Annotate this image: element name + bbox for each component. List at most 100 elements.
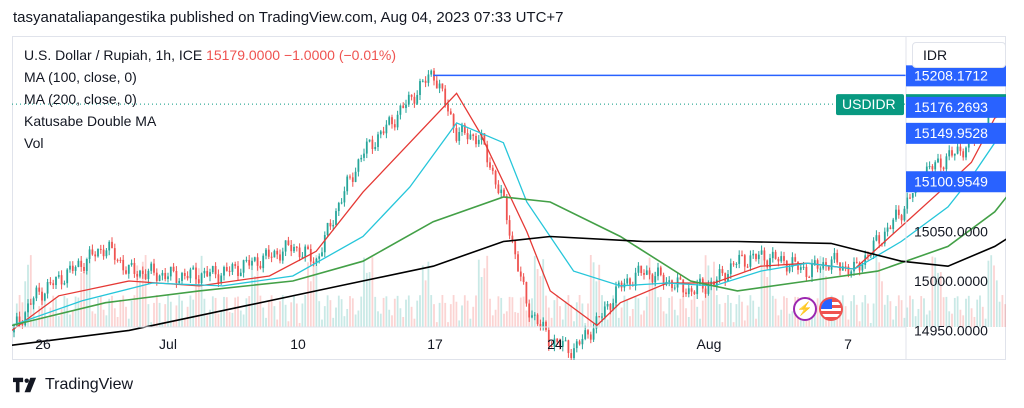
volume-bar [965, 298, 967, 327]
volume-bar [424, 280, 427, 327]
legend-ma100[interactable]: MA (100, close, 0) [24, 69, 137, 85]
candle-body [911, 193, 914, 198]
candle-body [836, 252, 839, 263]
price-chart[interactable]: 26 Jul 10 17 24 Aug 7 15050.0000 15000.0000 14950… [12, 36, 1006, 360]
volume-bar [774, 298, 777, 327]
candle-body [886, 227, 889, 232]
currency-selector[interactable]: IDR [912, 42, 1006, 68]
volume-bar [928, 310, 931, 327]
candle-body [788, 267, 791, 272]
volume-bar [881, 281, 883, 327]
volume-bar [648, 257, 651, 327]
volume-bar [696, 306, 699, 327]
candle-body [875, 235, 878, 241]
volume-bar [819, 256, 822, 327]
volume-bar [139, 280, 141, 327]
candle-body [332, 224, 335, 227]
volume-bar [290, 302, 293, 327]
volume-bar [626, 299, 629, 327]
volume-bar [979, 295, 981, 327]
volume-bar [256, 259, 259, 327]
volume-bar [91, 311, 94, 327]
candle-body [141, 270, 144, 274]
volume-bar [575, 302, 578, 327]
volume-bar [211, 296, 214, 327]
candle-body [203, 270, 206, 274]
candle-body [301, 256, 304, 258]
volume-bar [203, 298, 206, 327]
volume-bar [1004, 304, 1006, 327]
volume-bar [321, 319, 323, 327]
candle-body [892, 219, 895, 229]
volume-bar [469, 318, 472, 327]
legend-ma200[interactable]: MA (200, close, 0) [24, 91, 137, 107]
volume-bar [853, 295, 855, 327]
volume-bar [570, 304, 573, 327]
candle-body [209, 272, 211, 277]
candle-body [91, 249, 94, 255]
volume-bar [612, 295, 615, 327]
candle-body [951, 150, 953, 156]
legend-volume[interactable]: Vol [24, 135, 44, 151]
x-axis-tick-label: Aug [697, 336, 722, 352]
volume-bar [273, 306, 276, 327]
volume-bar [609, 306, 612, 327]
price-tag-box [906, 171, 1006, 193]
us-flag-icon[interactable] [819, 297, 843, 321]
candle-body [43, 293, 46, 301]
volume-bar [231, 312, 234, 327]
candle-body [217, 274, 220, 284]
candle-body [351, 177, 354, 182]
candle-body [472, 134, 475, 136]
candle-body [536, 314, 539, 325]
volume-bar [995, 280, 998, 327]
footer-brand[interactable]: TradingView [13, 376, 133, 394]
candle-body [771, 251, 774, 259]
candle-body [153, 263, 155, 273]
candle-body [505, 196, 508, 221]
volume-bar [559, 306, 561, 327]
candle-body [130, 262, 133, 265]
volume-bar [259, 295, 262, 327]
volume-bar [769, 268, 771, 327]
candle-body [827, 265, 830, 270]
candle-body [267, 249, 270, 257]
candle-body [276, 250, 279, 255]
lightning-icon[interactable]: ⚡ [793, 297, 817, 321]
legend-double-ma[interactable]: Katusabe Double MA [24, 113, 157, 129]
volume-bar [267, 300, 270, 327]
volume-bar [900, 300, 903, 327]
volume-bar [595, 281, 598, 327]
volume-bar [111, 295, 113, 327]
price-tag-box [906, 122, 1006, 144]
volume-bar [337, 295, 340, 327]
volume-bar [601, 295, 603, 327]
volume-bar [242, 314, 245, 327]
x-axis-tick-label: 7 [844, 336, 852, 352]
volume-bar [556, 295, 559, 327]
volume-bar [869, 322, 872, 327]
candle-body [60, 275, 63, 285]
candle-body [270, 256, 273, 258]
volume-bar [472, 306, 475, 327]
candle-body [545, 321, 547, 330]
candle-body [587, 330, 589, 335]
volume-bar [970, 308, 973, 327]
volume-bar [937, 272, 939, 327]
volume-bar [578, 295, 581, 327]
volume-bar [237, 296, 239, 327]
candle-body [850, 271, 853, 275]
volume-bar [133, 295, 136, 327]
volume-bar [654, 272, 657, 327]
volume-bar [687, 316, 690, 327]
price-tags: 15208.171215179.0000USDIDR15176.26931514… [836, 65, 1006, 193]
volume-bar [21, 302, 24, 327]
volume-bar [685, 308, 687, 327]
candle-body [503, 189, 505, 197]
volume-bar [102, 309, 105, 327]
candle-body [181, 273, 183, 281]
price-tag-box [906, 96, 1006, 118]
volume-bar [178, 295, 181, 327]
candle-body [707, 285, 710, 294]
volume-bar [427, 261, 430, 327]
